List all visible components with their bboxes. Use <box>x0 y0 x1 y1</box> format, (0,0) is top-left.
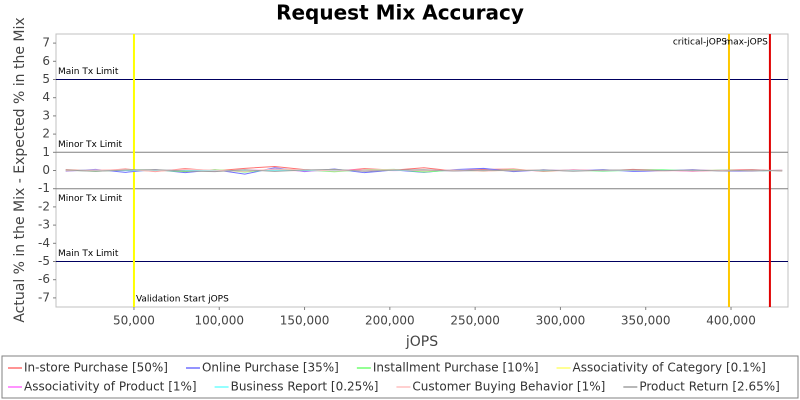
series-line <box>65 168 783 173</box>
y-tick-label: -5 <box>38 254 50 268</box>
y-tick-label: -7 <box>38 290 50 304</box>
legend <box>1 355 799 399</box>
y-tick-label: -6 <box>38 272 50 286</box>
y-tick-label: 4 <box>42 90 50 104</box>
legend-label: Customer Buying Behavior [1%] <box>412 380 605 394</box>
y-tick-label: 7 <box>42 36 50 50</box>
legend-label: In-store Purchase [50%] <box>24 361 168 375</box>
reference-label: Main Tx Limit <box>58 67 119 77</box>
legend-label: Online Purchase [35%] <box>202 361 339 375</box>
x-axis-label: jOPS <box>405 334 438 350</box>
marker-label: critical-jOPS <box>673 38 727 48</box>
x-tick-label: 150,000 <box>280 314 330 328</box>
y-tick-label: 0 <box>42 163 50 177</box>
reference-label: Minor Tx Limit <box>58 140 123 150</box>
y-tick-label: 2 <box>42 127 50 141</box>
x-tick-label: 250,000 <box>450 314 500 328</box>
legend-label: Associativity of Product [1%] <box>24 380 197 394</box>
x-tick-label: 300,000 <box>536 314 586 328</box>
y-tick-label: 5 <box>42 72 50 86</box>
legend-label: Associativity of Category [0.1%] <box>573 361 766 375</box>
marker-label: max-jOPS <box>724 38 768 48</box>
legend-label: Installment Purchase [10%] <box>373 361 539 375</box>
y-tick-label: 1 <box>42 145 50 159</box>
y-tick-label: -2 <box>38 199 50 213</box>
series-line <box>65 168 783 173</box>
y-tick-label: -4 <box>38 236 50 250</box>
x-tick-label: 50,000 <box>113 314 155 328</box>
y-tick-label: -1 <box>38 181 50 195</box>
marker-label: Validation Start jOPS <box>136 295 229 305</box>
x-tick-label: 350,000 <box>621 314 671 328</box>
legend-label: Business Report [0.25%] <box>231 380 379 394</box>
y-tick-label: 6 <box>42 54 50 68</box>
y-tick-label: 3 <box>42 108 50 122</box>
y-axis-label: Actual % in the Mix - Expected % in the … <box>12 17 28 322</box>
x-tick-label: 200,000 <box>365 314 415 328</box>
y-tick-label: -3 <box>38 218 50 232</box>
x-tick-label: 100,000 <box>194 314 244 328</box>
x-tick-label: 400,000 <box>706 314 756 328</box>
reference-label: Minor Tx Limit <box>58 194 123 204</box>
chart-title: Request Mix Accuracy <box>276 1 524 25</box>
reference-label: Main Tx Limit <box>58 249 119 259</box>
legend-label: Product Return [2.65%] <box>639 380 780 394</box>
